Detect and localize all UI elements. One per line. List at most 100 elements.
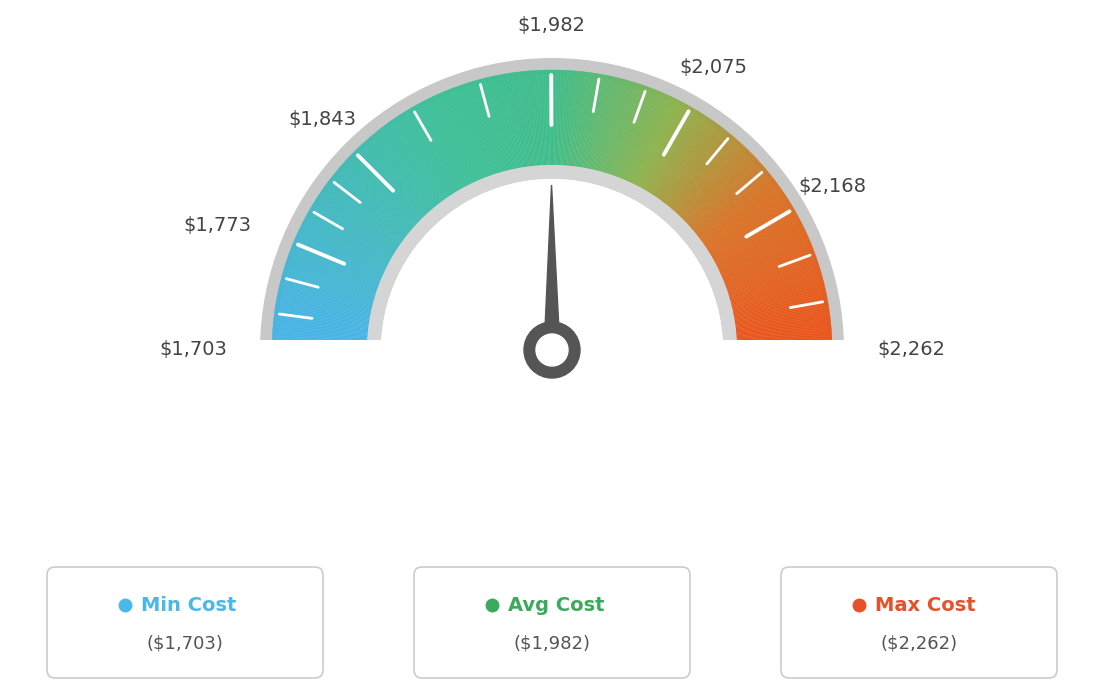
Wedge shape	[715, 218, 800, 264]
Wedge shape	[702, 187, 781, 243]
Wedge shape	[454, 87, 488, 177]
Wedge shape	[297, 234, 383, 275]
Wedge shape	[411, 107, 460, 190]
Wedge shape	[402, 112, 454, 194]
Wedge shape	[613, 86, 645, 175]
Wedge shape	[277, 294, 371, 314]
Wedge shape	[325, 186, 402, 242]
Wedge shape	[394, 117, 449, 197]
Wedge shape	[301, 223, 388, 267]
Wedge shape	[285, 265, 375, 295]
Wedge shape	[668, 132, 729, 207]
Wedge shape	[422, 101, 467, 186]
Wedge shape	[729, 268, 820, 297]
Wedge shape	[556, 70, 561, 165]
Wedge shape	[627, 94, 667, 181]
Wedge shape	[728, 264, 819, 294]
Wedge shape	[410, 108, 459, 190]
Wedge shape	[687, 158, 757, 224]
Wedge shape	[273, 331, 368, 338]
Wedge shape	[597, 79, 622, 171]
Wedge shape	[272, 345, 367, 348]
Wedge shape	[677, 144, 742, 215]
Wedge shape	[405, 111, 456, 193]
Wedge shape	[326, 184, 403, 242]
Wedge shape	[736, 333, 831, 339]
Wedge shape	[272, 346, 367, 349]
Wedge shape	[359, 146, 425, 216]
Wedge shape	[688, 159, 758, 225]
Wedge shape	[733, 290, 826, 312]
Wedge shape	[596, 78, 620, 170]
Wedge shape	[736, 318, 830, 331]
Wedge shape	[575, 72, 588, 166]
Wedge shape	[735, 313, 830, 327]
Wedge shape	[686, 156, 755, 222]
Wedge shape	[295, 239, 382, 277]
FancyBboxPatch shape	[47, 567, 323, 678]
Wedge shape	[505, 74, 522, 168]
Wedge shape	[526, 71, 535, 166]
Wedge shape	[574, 72, 587, 166]
Wedge shape	[722, 240, 810, 279]
Wedge shape	[382, 127, 440, 203]
Wedge shape	[708, 199, 788, 251]
Wedge shape	[599, 79, 625, 171]
Wedge shape	[718, 226, 804, 269]
Wedge shape	[450, 88, 486, 177]
Wedge shape	[290, 248, 380, 284]
Wedge shape	[713, 212, 796, 260]
Wedge shape	[729, 267, 820, 296]
Wedge shape	[306, 215, 390, 262]
Wedge shape	[415, 105, 463, 188]
Wedge shape	[449, 89, 485, 178]
Wedge shape	[288, 253, 379, 287]
Wedge shape	[279, 284, 372, 307]
Wedge shape	[567, 71, 576, 166]
Wedge shape	[641, 105, 689, 188]
Wedge shape	[393, 119, 448, 197]
Wedge shape	[275, 304, 370, 321]
Wedge shape	[550, 70, 552, 165]
Wedge shape	[657, 119, 712, 198]
Wedge shape	[639, 103, 686, 187]
Wedge shape	[555, 70, 559, 165]
Wedge shape	[285, 264, 376, 294]
Wedge shape	[459, 86, 491, 175]
Wedge shape	[414, 106, 461, 189]
Wedge shape	[580, 73, 596, 167]
Wedge shape	[534, 70, 542, 166]
Wedge shape	[647, 110, 698, 192]
Wedge shape	[315, 200, 396, 252]
Wedge shape	[623, 91, 660, 179]
Wedge shape	[522, 71, 533, 166]
Wedge shape	[343, 162, 415, 227]
Wedge shape	[396, 117, 450, 197]
Wedge shape	[277, 293, 371, 313]
Wedge shape	[737, 346, 832, 349]
Wedge shape	[278, 289, 371, 311]
Wedge shape	[273, 339, 368, 344]
Wedge shape	[428, 98, 471, 184]
Wedge shape	[289, 252, 379, 286]
Wedge shape	[736, 339, 831, 344]
Wedge shape	[736, 324, 831, 334]
Wedge shape	[716, 223, 803, 267]
Wedge shape	[273, 324, 368, 334]
Wedge shape	[734, 303, 828, 320]
Wedge shape	[545, 70, 549, 165]
Wedge shape	[496, 75, 517, 169]
Wedge shape	[590, 76, 612, 169]
Wedge shape	[299, 228, 385, 270]
Wedge shape	[546, 70, 550, 165]
Wedge shape	[612, 85, 644, 175]
Wedge shape	[349, 156, 418, 222]
Wedge shape	[614, 86, 647, 176]
Wedge shape	[280, 279, 373, 304]
Text: $1,843: $1,843	[288, 110, 357, 129]
Wedge shape	[683, 153, 753, 221]
Wedge shape	[517, 72, 530, 166]
Wedge shape	[302, 221, 388, 266]
Wedge shape	[676, 141, 740, 213]
Wedge shape	[304, 218, 389, 264]
